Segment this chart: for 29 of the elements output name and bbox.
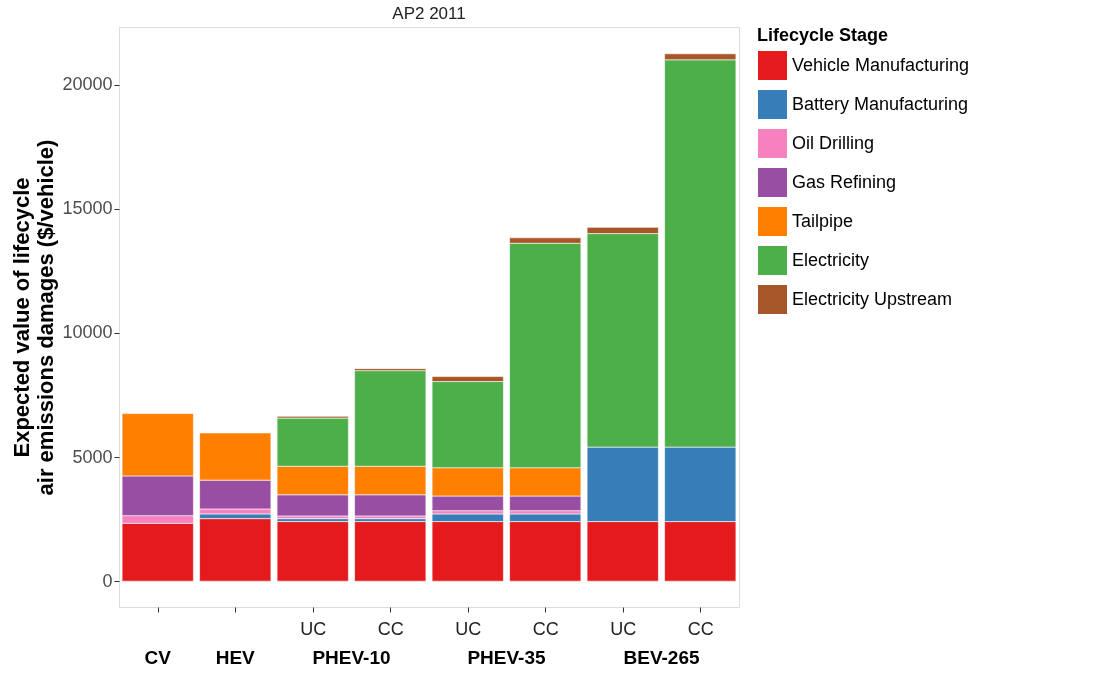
y-tick-label: 15000: [62, 198, 113, 219]
y-tick-label: 20000: [62, 74, 113, 95]
bar: [199, 518, 272, 582]
x-tick-label: CC: [532, 618, 559, 639]
text: BEV-265: [623, 647, 700, 668]
x-tick-label: UC: [455, 618, 482, 639]
legend-label: Battery Manufacturing: [792, 93, 969, 114]
y-tick-label: 0: [102, 570, 113, 591]
legend-label: Gas Refining: [792, 171, 897, 192]
text: PHEV-35: [467, 647, 547, 668]
x-tick-label: CC: [377, 618, 404, 639]
legend-title: Lifecycle Stage: [757, 25, 889, 45]
x-tick-label: CC: [687, 618, 714, 639]
legend-label: Electricity Upstream: [792, 288, 953, 309]
legend-label: Electricity: [792, 249, 870, 270]
y-tick-label: 10000: [62, 322, 113, 343]
text: PHEV-10: [312, 647, 391, 668]
y-tick-label: 5000: [72, 446, 113, 467]
text: CV: [144, 647, 172, 668]
text: HEV: [215, 647, 256, 668]
bar: [276, 521, 349, 582]
chart-title: AP2 2011: [392, 4, 466, 23]
legend-label: Tailpipe: [792, 210, 854, 231]
x-tick-label: UC: [610, 618, 637, 639]
y-axis-title: Expected value of lifecycle air emissions damages ($/vehicle): [9, 139, 59, 496]
legend-label: Vehicle Manufacturing: [792, 54, 970, 75]
bar: [354, 521, 427, 582]
x-tick-label: UC: [300, 618, 327, 639]
legend-label: Oil Drilling: [792, 132, 875, 153]
